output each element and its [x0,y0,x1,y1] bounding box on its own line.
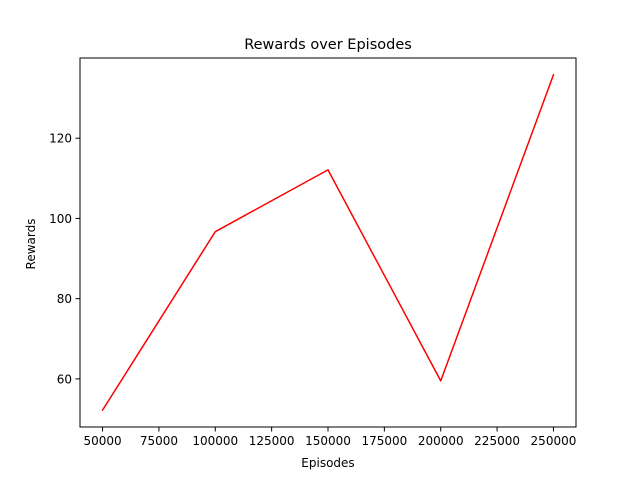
x-tick-label: 75000 [140,434,178,448]
x-axis-label: Episodes [301,456,354,470]
x-tick-label: 225000 [474,434,520,448]
x-tick-label: 175000 [361,434,407,448]
x-tick-label: 100000 [192,434,238,448]
chart-title: Rewards over Episodes [244,37,412,53]
y-tick-label: 100 [49,212,72,226]
x-tick-label: 200000 [418,434,464,448]
x-tick-label: 125000 [249,434,295,448]
x-tick-label: 50000 [83,434,121,448]
y-tick-label: 80 [57,292,72,306]
y-tick-label: 60 [57,372,72,386]
y-axis-ticks: 60 80 100 120 [49,132,80,386]
series-line-1 [101,73,555,412]
y-tick-label: 120 [49,132,72,146]
y-axis-label: Rewards [24,219,38,270]
x-axis-ticks: 50000 75000 100000 125000 150000 175000 200000… [83,427,576,448]
x-tick-label: 150000 [305,434,351,448]
x-tick-label: 250000 [531,434,577,448]
